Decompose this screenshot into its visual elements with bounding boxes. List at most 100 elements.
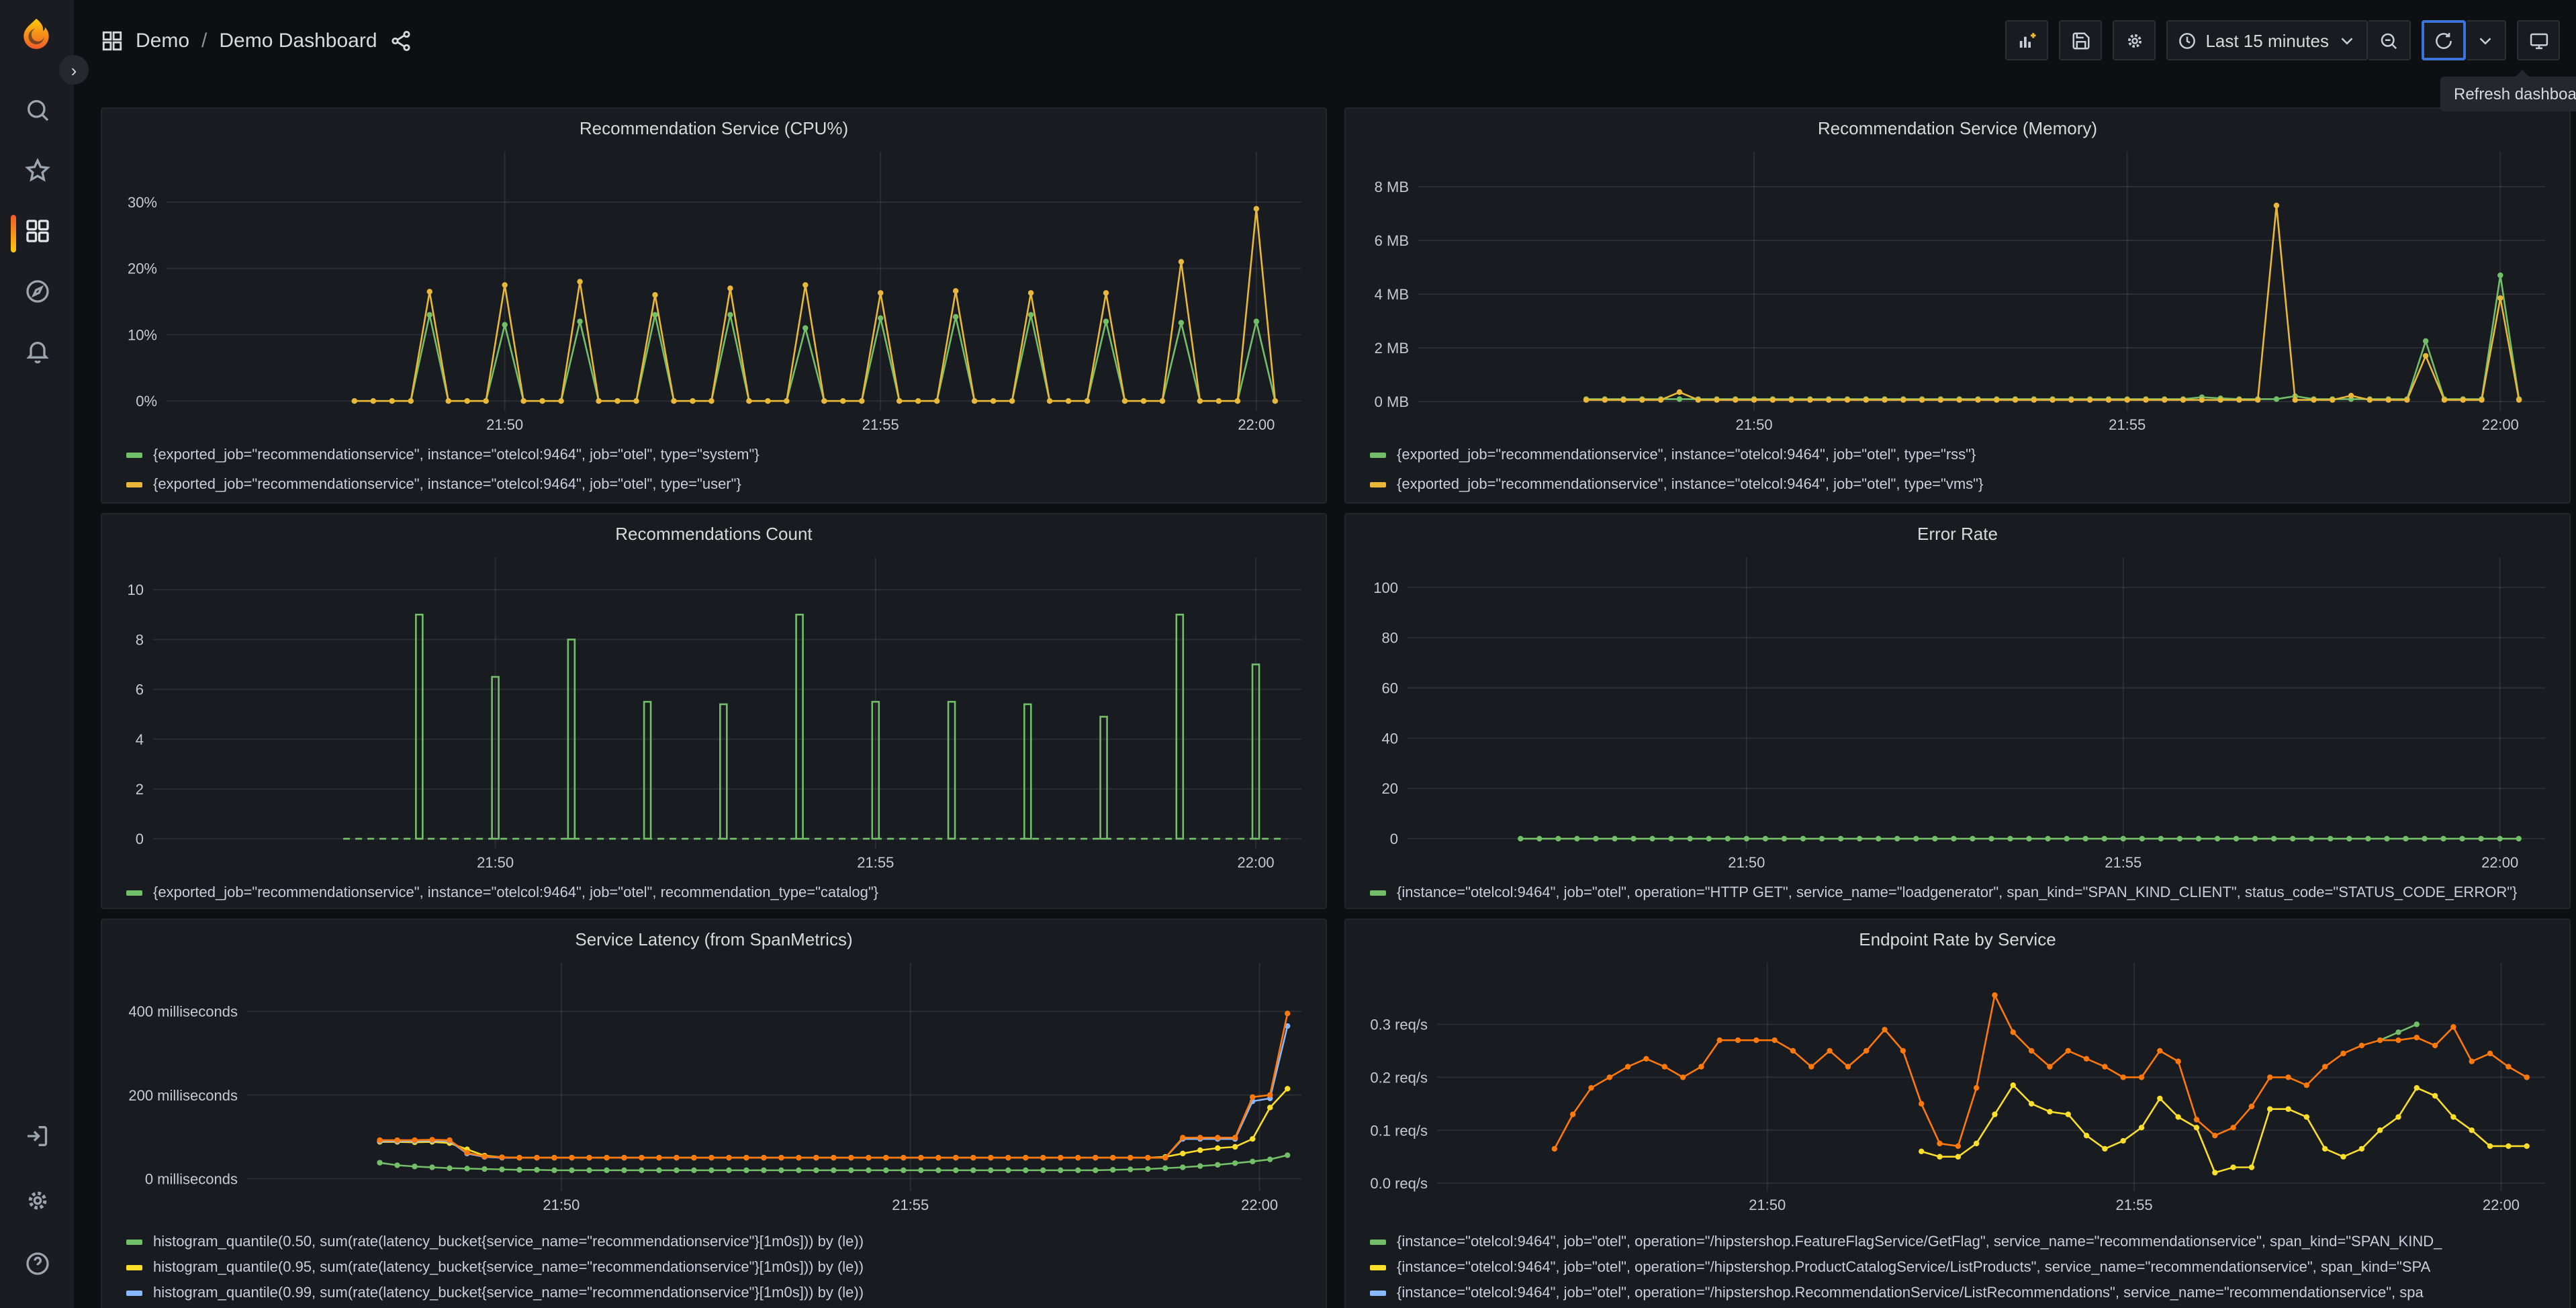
svg-text:21:50: 21:50 bbox=[486, 416, 523, 433]
legend-item[interactable]: {exported_job="recommendationservice", i… bbox=[1370, 470, 2569, 500]
svg-text:21:55: 21:55 bbox=[2105, 854, 2142, 871]
legend: {exported_job="recommendationservice", i… bbox=[1346, 435, 2569, 500]
svg-text:20: 20 bbox=[1382, 780, 1398, 797]
endpoint-rate-chart: 0.0 req/s 0.1 req/s 0.2 req/s 0.3 req/s 21:5… bbox=[1354, 952, 2561, 1215]
legend-item[interactable]: {exported_job="recommendationservice", i… bbox=[1370, 440, 2569, 470]
legend-color-chip bbox=[126, 890, 142, 896]
legend-item[interactable]: {instance="otelcol:9464", job="otel", op… bbox=[1370, 1305, 2569, 1308]
zoom-out-button[interactable] bbox=[2368, 20, 2411, 60]
svg-text:8: 8 bbox=[136, 631, 144, 648]
sidebar: › bbox=[0, 0, 89, 1308]
save-dashboard-button[interactable] bbox=[2059, 20, 2103, 60]
legend-label: histogram_quantile(0.99, sum(rate(latenc… bbox=[153, 1284, 864, 1301]
svg-text:22:00: 22:00 bbox=[1241, 1197, 1278, 1213]
memory-chart: 0 MB 2 MB 4 MB 6 MB 8 MB 21:50 21:55 22:00 bbox=[1354, 141, 2561, 435]
legend-item[interactable]: {instance="otelcol:9464", job="otel", op… bbox=[1370, 878, 2569, 908]
compass-icon bbox=[24, 277, 50, 311]
svg-text:60: 60 bbox=[1382, 680, 1398, 697]
svg-text:21:55: 21:55 bbox=[2116, 1197, 2153, 1213]
legend-color-chip bbox=[126, 453, 142, 458]
svg-text:21:55: 21:55 bbox=[2109, 416, 2146, 433]
legend-label: {instance="otelcol:9464", job="otel", op… bbox=[1397, 885, 2518, 901]
panel-title[interactable]: Recommendation Service (Memory) bbox=[1817, 118, 2098, 138]
svg-text:21:55: 21:55 bbox=[862, 416, 899, 433]
share-icon[interactable] bbox=[389, 29, 412, 52]
sidebar-item-dashboards[interactable] bbox=[0, 209, 74, 258]
panel-endpoint-rate: Endpoint Rate by Service 0.0 req/s 0.1 re… bbox=[1344, 919, 2571, 1308]
svg-text:2: 2 bbox=[136, 781, 144, 798]
add-panel-button[interactable] bbox=[2005, 20, 2049, 60]
time-range-label: Last 15 minutes bbox=[2205, 30, 2329, 50]
panel-title[interactable]: Recommendations Count bbox=[615, 524, 813, 544]
legend-item[interactable]: histogram_quantile(0.50, sum(rate(latenc… bbox=[126, 1229, 1326, 1254]
svg-text:80: 80 bbox=[1382, 630, 1398, 647]
sidebar-item-help[interactable] bbox=[0, 1242, 74, 1291]
legend-color-chip bbox=[126, 1239, 142, 1244]
legend: {instance="otelcol:9464", job="otel", op… bbox=[1346, 873, 2569, 908]
legend-item[interactable]: {instance="otelcol:9464", job="otel", op… bbox=[1370, 1254, 2569, 1280]
svg-text:6: 6 bbox=[136, 682, 144, 698]
tv-mode-button[interactable] bbox=[2517, 20, 2560, 60]
save-icon bbox=[2070, 30, 2090, 50]
panel-title[interactable]: Recommendation Service (CPU%) bbox=[579, 118, 849, 138]
svg-text:0%: 0% bbox=[136, 393, 157, 410]
legend-label: {instance="otelcol:9464", job="otel", op… bbox=[1397, 1259, 2431, 1275]
refresh-interval-dropdown[interactable] bbox=[2466, 20, 2506, 60]
legend-item[interactable]: {exported_job="recommendationservice", i… bbox=[126, 470, 1326, 500]
panel-recommendations-count: Recommendations Count 0 2 4 6 8 10 21:50 21:55 2… bbox=[101, 513, 1327, 909]
legend-label: {instance="otelcol:9464", job="otel", op… bbox=[1397, 1284, 2424, 1301]
breadcrumb-section[interactable]: Demo bbox=[136, 29, 190, 52]
time-range-picker[interactable]: Last 15 minutes bbox=[2166, 20, 2368, 60]
svg-text:21:50: 21:50 bbox=[477, 854, 514, 871]
svg-text:21:50: 21:50 bbox=[543, 1197, 580, 1213]
panel-title[interactable]: Service Latency (from SpanMetrics) bbox=[575, 929, 853, 949]
legend-label: histogram_quantile(0.95, sum(rate(latenc… bbox=[153, 1259, 864, 1275]
gear-icon bbox=[24, 1186, 50, 1220]
svg-text:10%: 10% bbox=[128, 326, 157, 343]
refresh-dashboard-button[interactable] bbox=[2422, 20, 2466, 60]
legend-label: {exported_job="recommendationservice", i… bbox=[1397, 447, 1976, 463]
grafana-logo[interactable] bbox=[17, 16, 55, 54]
legend-label: {exported_job="recommendationservice", i… bbox=[153, 885, 879, 901]
legend-item[interactable]: histogram_quantile(0.95, sum(rate(latenc… bbox=[126, 1254, 1326, 1280]
legend-item[interactable]: histogram_quantile(0.999, sum(rate(laten… bbox=[126, 1305, 1326, 1308]
legend-color-chip bbox=[1370, 890, 1386, 896]
legend-item[interactable]: {exported_job="recommendationservice", i… bbox=[126, 440, 1326, 470]
search-icon bbox=[24, 96, 50, 130]
sidebar-item-search[interactable] bbox=[0, 89, 74, 137]
sidebar-item-configuration[interactable] bbox=[0, 1179, 74, 1227]
legend-item[interactable]: {instance="otelcol:9464", job="otel", op… bbox=[1370, 1280, 2569, 1305]
sidebar-item-sign-in[interactable] bbox=[0, 1115, 74, 1163]
svg-text:0: 0 bbox=[136, 831, 144, 847]
svg-text:22:00: 22:00 bbox=[2483, 1197, 2520, 1213]
svg-text:2 MB: 2 MB bbox=[1375, 340, 1409, 357]
legend-item[interactable]: {exported_job="recommendationservice", i… bbox=[126, 878, 1326, 908]
legend-color-chip bbox=[1370, 1239, 1386, 1244]
apps-grid-icon bbox=[101, 29, 124, 52]
legend-item[interactable]: {instance="otelcol:9464", job="otel", op… bbox=[1370, 1229, 2569, 1254]
svg-text:0.0 req/s: 0.0 req/s bbox=[1370, 1175, 1428, 1192]
sidebar-item-starred[interactable] bbox=[0, 149, 74, 197]
sidebar-item-explore[interactable] bbox=[0, 270, 74, 318]
legend-color-chip bbox=[1370, 1290, 1386, 1295]
sidebar-item-alerting[interactable] bbox=[0, 330, 74, 379]
panel-title[interactable]: Endpoint Rate by Service bbox=[1859, 929, 2056, 949]
legend-color-chip bbox=[126, 482, 142, 487]
dashboard-settings-button[interactable] bbox=[2113, 20, 2156, 60]
svg-text:6 MB: 6 MB bbox=[1375, 232, 1409, 249]
svg-text:0.3 req/s: 0.3 req/s bbox=[1370, 1017, 1428, 1033]
sidebar-expand-button[interactable]: › bbox=[59, 55, 89, 85]
svg-text:20%: 20% bbox=[128, 261, 157, 277]
svg-text:22:00: 22:00 bbox=[2482, 416, 2519, 433]
top-navigation: Demo / Demo Dashboard bbox=[74, 0, 2576, 111]
panel-title[interactable]: Error Rate bbox=[1917, 524, 1998, 544]
legend-item[interactable]: histogram_quantile(0.99, sum(rate(latenc… bbox=[126, 1280, 1326, 1305]
panel-recommendation-cpu: Recommendation Service (CPU%) 0% 10% 20% 30… bbox=[101, 107, 1327, 504]
svg-text:22:00: 22:00 bbox=[1238, 854, 1275, 871]
legend-label: histogram_quantile(0.50, sum(rate(latenc… bbox=[153, 1233, 864, 1250]
clock-icon bbox=[2177, 30, 2197, 50]
count-chart: 0 2 4 6 8 10 21:50 21:55 22:00 bbox=[110, 547, 1318, 873]
active-indicator bbox=[11, 215, 16, 252]
legend: {exported_job="recommendationservice", i… bbox=[102, 435, 1326, 500]
breadcrumb-page[interactable]: Demo Dashboard bbox=[219, 29, 377, 52]
